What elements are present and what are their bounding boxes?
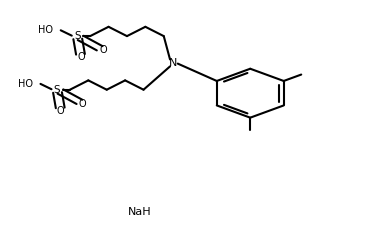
- Text: O: O: [57, 106, 64, 116]
- Text: HO: HO: [38, 25, 53, 35]
- Text: O: O: [99, 45, 107, 55]
- Text: NaH: NaH: [128, 207, 152, 217]
- Text: HO: HO: [18, 79, 33, 89]
- Text: S: S: [74, 31, 81, 41]
- Text: N: N: [169, 58, 177, 68]
- Text: S: S: [54, 85, 60, 95]
- Text: O: O: [79, 99, 86, 109]
- Text: O: O: [77, 52, 85, 62]
